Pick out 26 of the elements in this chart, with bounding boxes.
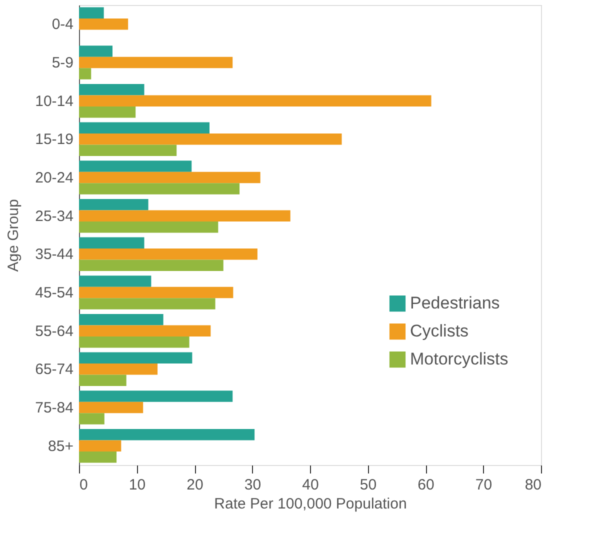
- y-axis-title: Age Group: [5, 199, 22, 272]
- y-tick-label: 85+: [48, 438, 74, 455]
- x-tick-label: 50: [360, 476, 377, 494]
- x-tick-label: 10: [128, 476, 146, 494]
- y-tick-label: 45-54: [35, 284, 74, 302]
- x-tick-label: 40: [302, 476, 319, 494]
- y-tick-label: 0-4: [52, 16, 74, 34]
- y-tick-label: 75-84: [35, 400, 74, 416]
- x-tick-label: 70: [475, 476, 492, 494]
- y-tick-label: 35-44: [35, 246, 74, 264]
- legend-label: Cyclists: [410, 322, 469, 340]
- x-tick-label: 60: [418, 476, 434, 494]
- x-tick-label: 80: [524, 476, 542, 494]
- y-tick-label: 55-64: [35, 322, 74, 340]
- y-tick-label: 65-74: [35, 361, 74, 378]
- x-tick-label: 30: [244, 476, 262, 494]
- y-tick-label: 20-24: [35, 170, 74, 186]
- y-tick-label: 25-34: [35, 208, 74, 225]
- y-tick-label: 15-19: [35, 131, 74, 148]
- x-tick-label: 20: [186, 476, 204, 494]
- x-tick-label: 0: [80, 476, 88, 494]
- y-tick-label: 10-14: [35, 92, 74, 110]
- legend-label: Motorcyclists: [410, 350, 508, 368]
- x-axis-title: Rate Per 100,000 Population: [214, 496, 407, 512]
- legend-label: Pedestrians: [410, 294, 500, 312]
- y-tick-label: 5-9: [52, 54, 74, 72]
